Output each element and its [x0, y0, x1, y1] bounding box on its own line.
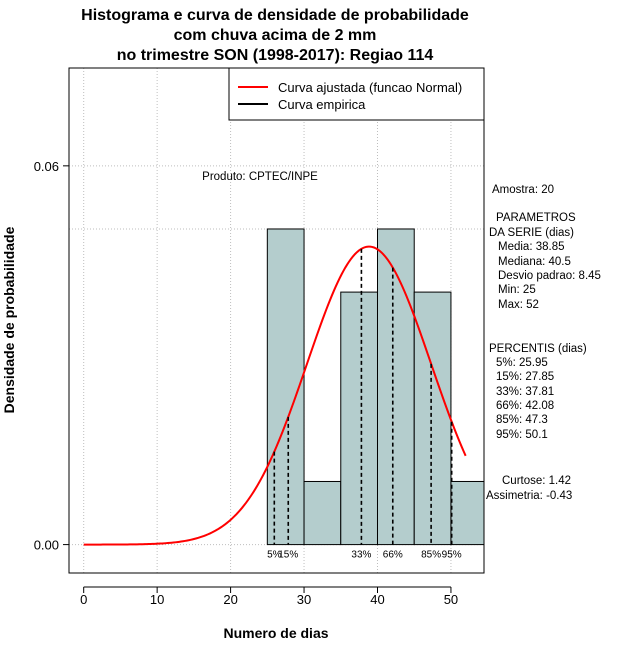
- percentile-label-1: 15%: [278, 550, 298, 561]
- x-tick-label-5: 50: [444, 592, 458, 607]
- param-median: Mediana: 40.5: [498, 256, 571, 268]
- chart-title-line-2: com chuva acima de 2 mm: [174, 27, 377, 44]
- percentile-label-2: 33%: [351, 550, 371, 561]
- histogram-bar-2: [340, 291, 378, 546]
- x-tick-label-2: 20: [223, 592, 237, 607]
- statistics-panel: Amostra: 20 PARAMETROS DA SERIE (dias) M…: [486, 184, 601, 502]
- y-axis-title: Densidade de probabilidade: [1, 226, 17, 413]
- histogram-bar-0: [266, 228, 305, 546]
- percentile-33: 33%: 37.81: [496, 386, 554, 398]
- param-max: Max: 52: [498, 299, 539, 311]
- histogram-bars: [266, 228, 485, 546]
- legend: Curva ajustada (funcao Normal) Curva emp…: [228, 67, 485, 121]
- legend-fit-label: Curva ajustada (funcao Normal): [278, 80, 462, 95]
- histogram-bar-1: [303, 480, 342, 546]
- chart-title-line-1: Histograma e curva de densidade de proba…: [81, 7, 469, 24]
- y-tick-label-1: 0.06: [34, 159, 59, 174]
- x-axis: 0 10 20 30 40 50: [80, 586, 458, 607]
- percentiles-header: PERCENTIS (dias): [489, 343, 587, 355]
- legend-box: [228, 67, 485, 121]
- fit-curve-layer: [83, 245, 467, 546]
- legend-empirical-label: Curva empirica: [278, 97, 366, 112]
- percentile-label-4: 85%: [421, 550, 441, 561]
- fit-curve: [83, 245, 467, 546]
- percentile-lines: 5%15% 33% 66% 85% 95%: [267, 248, 462, 561]
- histogram-bar-5: [450, 480, 485, 546]
- params-header-2: DA SERIE (dias): [489, 227, 574, 239]
- product-annotation: Produto: CPTEC/INPE: [202, 171, 318, 183]
- percentile-15: 15%: 27.85: [496, 371, 554, 383]
- chart-title-line-3: no trimestre SON (1998-2017): Regiao 114: [117, 47, 434, 64]
- skewness: Assimetria: -0.43: [486, 490, 572, 502]
- param-mean: Media: 38.85: [498, 241, 565, 253]
- params-header-1: PARAMETROS: [496, 212, 576, 224]
- percentile-label-3: 66%: [383, 550, 403, 561]
- x-tick-label-4: 40: [370, 592, 384, 607]
- percentile-05: 5%: 25.95: [496, 357, 548, 369]
- y-axis: 0.00 0.06: [34, 159, 70, 553]
- histogram-bar-3: [376, 228, 415, 546]
- x-tick-label-0: 0: [80, 592, 87, 607]
- percentile-label-5: 95%: [442, 550, 462, 561]
- sample-size: Amostra: 20: [492, 184, 554, 196]
- x-axis-title: Numero de dias: [223, 625, 328, 641]
- percentile-66: 66%: 42.08: [496, 400, 554, 412]
- y-tick-label-0: 0.00: [34, 538, 59, 553]
- x-tick-label-1: 10: [150, 592, 164, 607]
- param-stddev: Desvio padrao: 8.45: [498, 270, 601, 282]
- percentile-95: 95%: 50.1: [496, 429, 548, 441]
- percentile-85: 85%: 47.3: [496, 414, 548, 426]
- kurtosis: Curtose: 1.42: [502, 475, 571, 487]
- percentile-label-0: 5%: [267, 550, 282, 561]
- param-min: Min: 25: [498, 284, 536, 296]
- x-tick-label-3: 30: [297, 592, 311, 607]
